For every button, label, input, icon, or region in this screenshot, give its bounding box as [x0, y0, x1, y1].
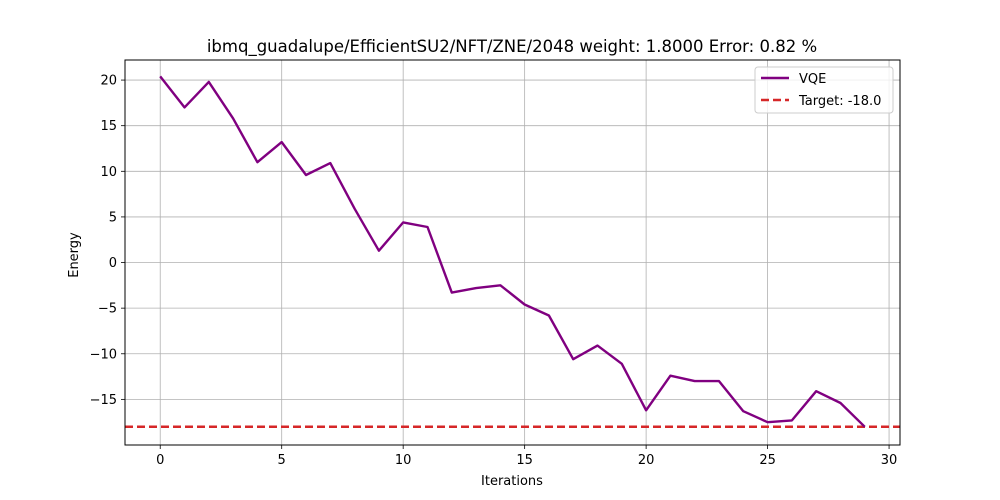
chart-title: ibmq_guadalupe/EfficientSU2/NFT/ZNE/2048…	[207, 37, 817, 57]
y-tick-label: −5	[98, 302, 117, 317]
y-tick-label: 20	[100, 74, 117, 89]
x-tick-label: 20	[638, 453, 655, 468]
x-tick-label: 30	[881, 453, 898, 468]
x-axis-ticks: 0 5 10 15 20 25 30	[156, 445, 897, 468]
y-tick-label: −15	[90, 393, 117, 408]
x-tick-label: 5	[278, 453, 286, 468]
y-tick-label: 0	[109, 256, 117, 271]
legend-target-label: Target: -18.0	[798, 94, 881, 109]
legend-vqe-label: VQE	[799, 72, 826, 87]
y-tick-label: 5	[109, 210, 117, 225]
y-axis-label: Energy	[67, 232, 82, 278]
y-tick-label: −10	[90, 347, 117, 362]
x-tick-label: 15	[516, 453, 533, 468]
series-layer	[159, 75, 866, 428]
x-axis-label: Iterations	[481, 474, 543, 489]
vqe-series-line	[159, 75, 866, 428]
y-tick-label: 10	[100, 165, 117, 180]
x-tick-label: 0	[156, 453, 164, 468]
plot-frame	[124, 59, 901, 446]
x-tick-label: 10	[395, 453, 412, 468]
grid	[125, 60, 900, 445]
legend-box	[754, 66, 894, 114]
legend: VQE Target: -18.0	[754, 66, 894, 114]
x-tick-label: 25	[759, 453, 776, 468]
y-axis-ticks: −15 −10 −5 0 5 10 15 20	[90, 74, 125, 408]
y-tick-label: 15	[100, 119, 117, 134]
